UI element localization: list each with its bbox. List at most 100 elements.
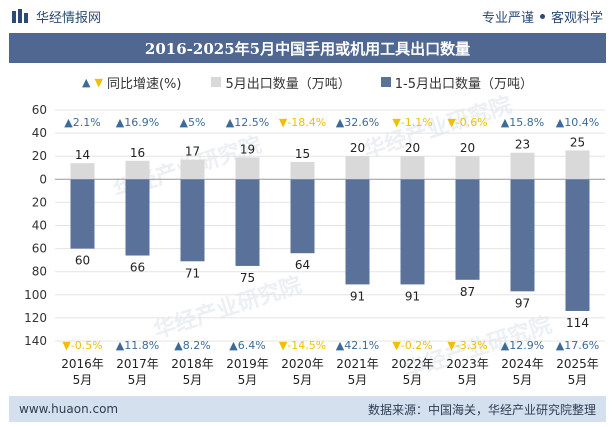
y-tick-label: 20 xyxy=(32,195,47,209)
data-label-monthly: 19 xyxy=(240,142,255,156)
bar-cumulative xyxy=(180,179,205,262)
growth-label-cumulative: ▲6.4% xyxy=(229,339,265,352)
bar-cumulative xyxy=(345,179,370,285)
x-tick-label: 5月 xyxy=(238,373,258,387)
footer-url: www.huaon.com xyxy=(19,402,119,416)
growth-label-monthly: ▼-1.1% xyxy=(392,116,432,129)
x-tick-label: 2019年 xyxy=(226,357,269,371)
y-tick-label: 80 xyxy=(32,265,47,279)
y-tick-label: 20 xyxy=(32,149,47,163)
y-tick-label: 40 xyxy=(32,126,47,140)
y-tick-label: 100 xyxy=(24,288,47,302)
growth-label-monthly: ▲12.5% xyxy=(226,116,269,129)
data-label-cumulative: 91 xyxy=(350,289,365,303)
growth-label-monthly: ▲15.8% xyxy=(501,116,544,129)
data-label-monthly: 20 xyxy=(405,141,420,155)
bar-cumulative xyxy=(565,179,590,311)
x-tick-label: 5月 xyxy=(293,373,313,387)
x-tick-label: 5月 xyxy=(183,373,203,387)
data-label-monthly: 25 xyxy=(570,135,585,149)
legend-cumulative-label: 1-5月出口数量（万吨） xyxy=(394,76,533,92)
y-tick-label: 0 xyxy=(39,172,47,186)
y-tick-label: 140 xyxy=(24,334,47,348)
growth-label-cumulative: ▲42.1% xyxy=(336,339,379,352)
bar-monthly xyxy=(235,157,260,180)
site-name: 华经情报网 xyxy=(36,10,102,26)
bar-monthly xyxy=(125,160,150,180)
growth-label-monthly: ▲5% xyxy=(180,116,206,129)
legend-monthly-swatch xyxy=(211,77,222,87)
legend-monthly-label: 5月出口数量（万吨） xyxy=(225,76,351,92)
data-label-monthly: 15 xyxy=(295,147,310,161)
growth-label-cumulative: ▼-0.2% xyxy=(392,339,432,352)
bar-cumulative xyxy=(455,179,480,280)
slogan: 专业严谨 客观科学 xyxy=(482,7,603,26)
growth-label-cumulative: ▲11.8% xyxy=(116,339,159,352)
x-tick-label: 2025年 xyxy=(556,357,599,371)
legend-growth-label: 同比增速(%) xyxy=(106,76,182,92)
footer-bar: www.huaon.com 数据来源：中国海关，华经产业研究院整理 xyxy=(9,396,606,422)
bar-cumulative xyxy=(290,179,315,254)
brand: 华经情报网 xyxy=(12,7,101,26)
x-tick-label: 5月 xyxy=(568,373,588,387)
triangle-up-icon: ▲ xyxy=(82,75,91,89)
growth-label-cumulative: ▲12.9% xyxy=(501,339,544,352)
growth-label-cumulative: ▲8.2% xyxy=(174,339,210,352)
top-bar: 华经情报网 专业严谨 客观科学 xyxy=(0,0,615,32)
data-label-monthly: 23 xyxy=(515,138,530,152)
bar-monthly xyxy=(180,159,205,180)
x-tick-label: 2018年 xyxy=(171,357,214,371)
legend-cumulative: 1-5月出口数量（万吨） xyxy=(380,73,533,92)
x-tick-label: 2022年 xyxy=(391,357,434,371)
data-label-cumulative: 91 xyxy=(405,289,420,303)
data-label-monthly: 16 xyxy=(130,146,145,160)
growth-label-cumulative: ▼-14.5% xyxy=(279,339,326,352)
bar-cumulative xyxy=(400,179,425,285)
bar-cumulative xyxy=(70,179,95,249)
data-label-cumulative: 60 xyxy=(75,254,90,268)
bar-monthly xyxy=(400,156,425,180)
growth-label-monthly: ▲2.1% xyxy=(64,116,100,129)
chart-title: 2016-2025年5月中国手用或机用工具出口数量 xyxy=(9,33,606,63)
bar-monthly xyxy=(290,161,315,180)
huajing-logo-icon xyxy=(12,9,28,23)
growth-label-monthly: ▼-0.6% xyxy=(447,116,487,129)
separator-dot-icon xyxy=(539,13,545,19)
bar-monthly xyxy=(565,150,590,180)
bar-cumulative xyxy=(125,179,150,256)
growth-label-cumulative: ▲17.6% xyxy=(556,339,599,352)
growth-label-monthly: ▲10.4% xyxy=(556,116,599,129)
data-label-monthly: 14 xyxy=(75,148,90,162)
chart-legend: ▲ ▼ 同比增速(%) 5月出口数量（万吨） 1-5月出口数量（万吨） xyxy=(0,64,615,100)
x-tick-label: 5月 xyxy=(403,373,423,387)
bar-monthly xyxy=(510,152,535,180)
data-label-cumulative: 71 xyxy=(185,266,200,280)
data-label-cumulative: 97 xyxy=(515,296,530,310)
bar-cumulative xyxy=(235,179,260,266)
data-label-cumulative: 75 xyxy=(240,271,255,285)
x-tick-label: 5月 xyxy=(513,373,533,387)
y-tick-label: 60 xyxy=(32,103,47,117)
growth-label-monthly: ▼-18.4% xyxy=(279,116,326,129)
bar-monthly xyxy=(345,156,370,180)
bar-cumulative xyxy=(510,179,535,292)
data-label-cumulative: 64 xyxy=(295,258,310,272)
y-tick-label: 60 xyxy=(32,242,47,256)
y-tick-label: 40 xyxy=(32,219,47,233)
data-label-cumulative: 66 xyxy=(130,261,145,275)
x-tick-label: 2017年 xyxy=(116,357,159,371)
y-tick-label: 120 xyxy=(24,311,47,325)
x-tick-label: 5月 xyxy=(128,373,148,387)
x-tick-label: 5月 xyxy=(348,373,368,387)
data-label-monthly: 17 xyxy=(185,145,200,159)
slogan-tag-1: 专业严谨 xyxy=(481,10,534,26)
x-tick-label: 2021年 xyxy=(336,357,379,371)
x-tick-label: 2023年 xyxy=(446,357,489,371)
data-label-monthly: 20 xyxy=(350,141,365,155)
growth-label-monthly: ▲32.6% xyxy=(336,116,379,129)
legend-cumulative-swatch xyxy=(380,77,391,87)
data-label-cumulative: 114 xyxy=(566,316,589,330)
x-tick-label: 5月 xyxy=(458,373,478,387)
x-tick-label: 5月 xyxy=(73,373,93,387)
